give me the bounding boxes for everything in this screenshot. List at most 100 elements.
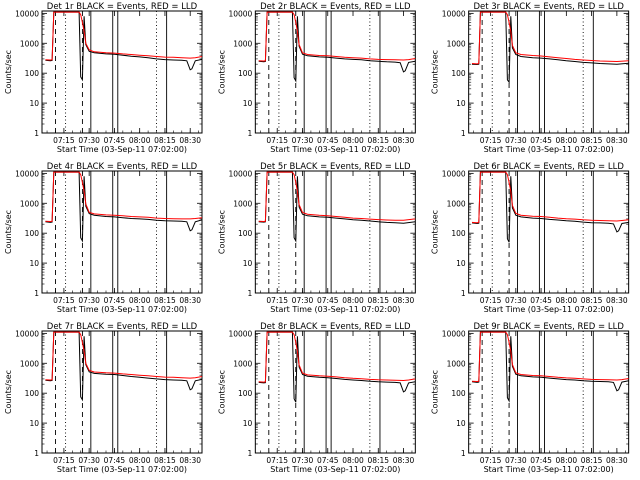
x-tick-label: 08:30 xyxy=(179,296,201,305)
y-tick-label: 1 xyxy=(461,129,466,138)
y-tick-label: 10 xyxy=(456,419,466,428)
plot-area xyxy=(471,11,629,84)
series-events xyxy=(258,331,416,403)
series-lld xyxy=(471,171,629,224)
y-tick-label: 1 xyxy=(34,129,39,138)
x-tick-label: 08:00 xyxy=(342,296,364,305)
y-tick-label: 100 xyxy=(451,229,466,238)
y-tick-label: 1000 xyxy=(447,199,466,208)
x-tick-label: 08:00 xyxy=(129,136,151,145)
y-tick-label: 10 xyxy=(456,99,466,108)
x-tick-label: 07:15 xyxy=(480,136,502,145)
plot-frame xyxy=(41,10,203,134)
y-tick-label: 10 xyxy=(29,99,39,108)
x-axis-label: Start Time (03-Sep-11 07:02:00) xyxy=(484,305,614,314)
y-tick-label: 1000 xyxy=(233,359,252,368)
y-axis-label: Counts/sec xyxy=(4,50,13,94)
plot-frame xyxy=(254,330,416,454)
y-axis-label: Counts/sec xyxy=(4,370,13,414)
x-tick-label: 07:15 xyxy=(266,456,288,465)
x-tick-label: 07:15 xyxy=(266,136,288,145)
x-tick-label: 07:45 xyxy=(104,456,126,465)
plot-area xyxy=(45,331,202,402)
x-tick-label: 08:15 xyxy=(154,136,176,145)
x-tick-label: 08:15 xyxy=(154,296,176,305)
x-tick-label: 07:15 xyxy=(53,456,75,465)
series-events xyxy=(471,171,629,243)
y-tick-label: 10 xyxy=(243,419,253,428)
x-axis-label: Start Time (03-Sep-11 07:02:00) xyxy=(270,305,400,314)
chart-title: Det 4r BLACK = Events, RED = LLD xyxy=(47,162,198,172)
x-tick-label: 08:00 xyxy=(556,136,578,145)
series-lld xyxy=(45,11,202,61)
x-tick-label: 08:30 xyxy=(606,296,628,305)
y-tick-label: 100 xyxy=(25,69,40,78)
x-tick-label: 08:00 xyxy=(342,456,364,465)
x-tick-label: 08:30 xyxy=(393,296,415,305)
y-tick-label: 1 xyxy=(34,449,39,458)
x-tick-label: 07:45 xyxy=(104,136,126,145)
x-tick-label: 07:30 xyxy=(292,136,314,145)
x-tick-label: 08:30 xyxy=(606,136,628,145)
chart-title: Det 6r BLACK = Events, RED = LLD xyxy=(473,162,624,172)
x-tick-label: 07:45 xyxy=(530,456,552,465)
y-tick-label: 10000 xyxy=(15,169,39,178)
chart-panel-7: Det 7r BLACK = Events, RED = LLD 1 10 100 10… xyxy=(4,322,203,474)
y-tick-label: 10000 xyxy=(228,329,252,338)
x-axis-label: Start Time (03-Sep-11 07:02:00) xyxy=(484,145,614,154)
y-axis-label: Counts/sec xyxy=(217,210,226,254)
x-tick-label: 08:15 xyxy=(581,136,603,145)
series-events xyxy=(45,11,202,82)
plot-area xyxy=(471,331,629,403)
y-tick-label: 1 xyxy=(461,449,466,458)
y-tick-label: 1000 xyxy=(233,199,252,208)
chart-title: Det 7r BLACK = Events, RED = LLD xyxy=(47,322,198,332)
plot-area xyxy=(258,11,416,83)
series-lld xyxy=(45,331,202,381)
series-events xyxy=(258,11,416,83)
x-tick-label: 07:30 xyxy=(78,456,100,465)
plot-frame xyxy=(254,10,416,134)
y-tick-label: 100 xyxy=(25,389,40,398)
y-axis-label: Counts/sec xyxy=(431,210,440,254)
series-lld xyxy=(258,331,416,383)
x-tick-label: 07:15 xyxy=(53,296,75,305)
x-tick-label: 07:30 xyxy=(505,456,527,465)
series-lld xyxy=(471,331,629,383)
series-events xyxy=(258,171,416,243)
x-tick-label: 07:30 xyxy=(505,136,527,145)
x-tick-label: 07:45 xyxy=(317,456,339,465)
chart-title: Det 1r BLACK = Events, RED = LLD xyxy=(47,2,198,12)
series-lld xyxy=(471,11,629,65)
y-tick-label: 10 xyxy=(29,419,39,428)
plot-area xyxy=(471,171,629,243)
x-tick-label: 07:45 xyxy=(317,136,339,145)
y-tick-label: 1 xyxy=(34,289,39,298)
series-events xyxy=(45,331,202,402)
x-tick-label: 08:30 xyxy=(179,456,201,465)
plot-frame xyxy=(41,170,203,294)
y-tick-label: 1 xyxy=(248,289,253,298)
x-tick-label: 07:30 xyxy=(292,296,314,305)
series-lld xyxy=(258,171,416,223)
y-tick-label: 100 xyxy=(238,229,253,238)
chart-panel-6: Det 6r BLACK = Events, RED = LLD 1 10 100 10… xyxy=(431,162,630,314)
y-axis-label: Counts/sec xyxy=(431,370,440,414)
series-events xyxy=(471,331,629,403)
x-tick-label: 08:15 xyxy=(154,456,176,465)
x-tick-label: 08:15 xyxy=(581,456,603,465)
x-tick-label: 07:15 xyxy=(480,296,502,305)
x-tick-label: 07:45 xyxy=(104,296,126,305)
chart-panel-5: Det 5r BLACK = Events, RED = LLD 1 10 100 10… xyxy=(217,162,416,314)
y-tick-label: 1000 xyxy=(20,359,39,368)
x-axis-label: Start Time (03-Sep-11 07:02:00) xyxy=(484,465,614,474)
x-tick-label: 07:45 xyxy=(317,296,339,305)
y-tick-label: 1 xyxy=(248,449,253,458)
x-axis-label: Start Time (03-Sep-11 07:02:00) xyxy=(57,145,187,154)
x-tick-label: 07:15 xyxy=(266,296,288,305)
y-tick-label: 100 xyxy=(451,389,466,398)
chart-title: Det 5r BLACK = Events, RED = LLD xyxy=(260,162,411,172)
chart-panel-1: Det 1r BLACK = Events, RED = LLD 1 10 100 10… xyxy=(4,2,203,154)
y-axis-label: Counts/sec xyxy=(217,50,226,94)
